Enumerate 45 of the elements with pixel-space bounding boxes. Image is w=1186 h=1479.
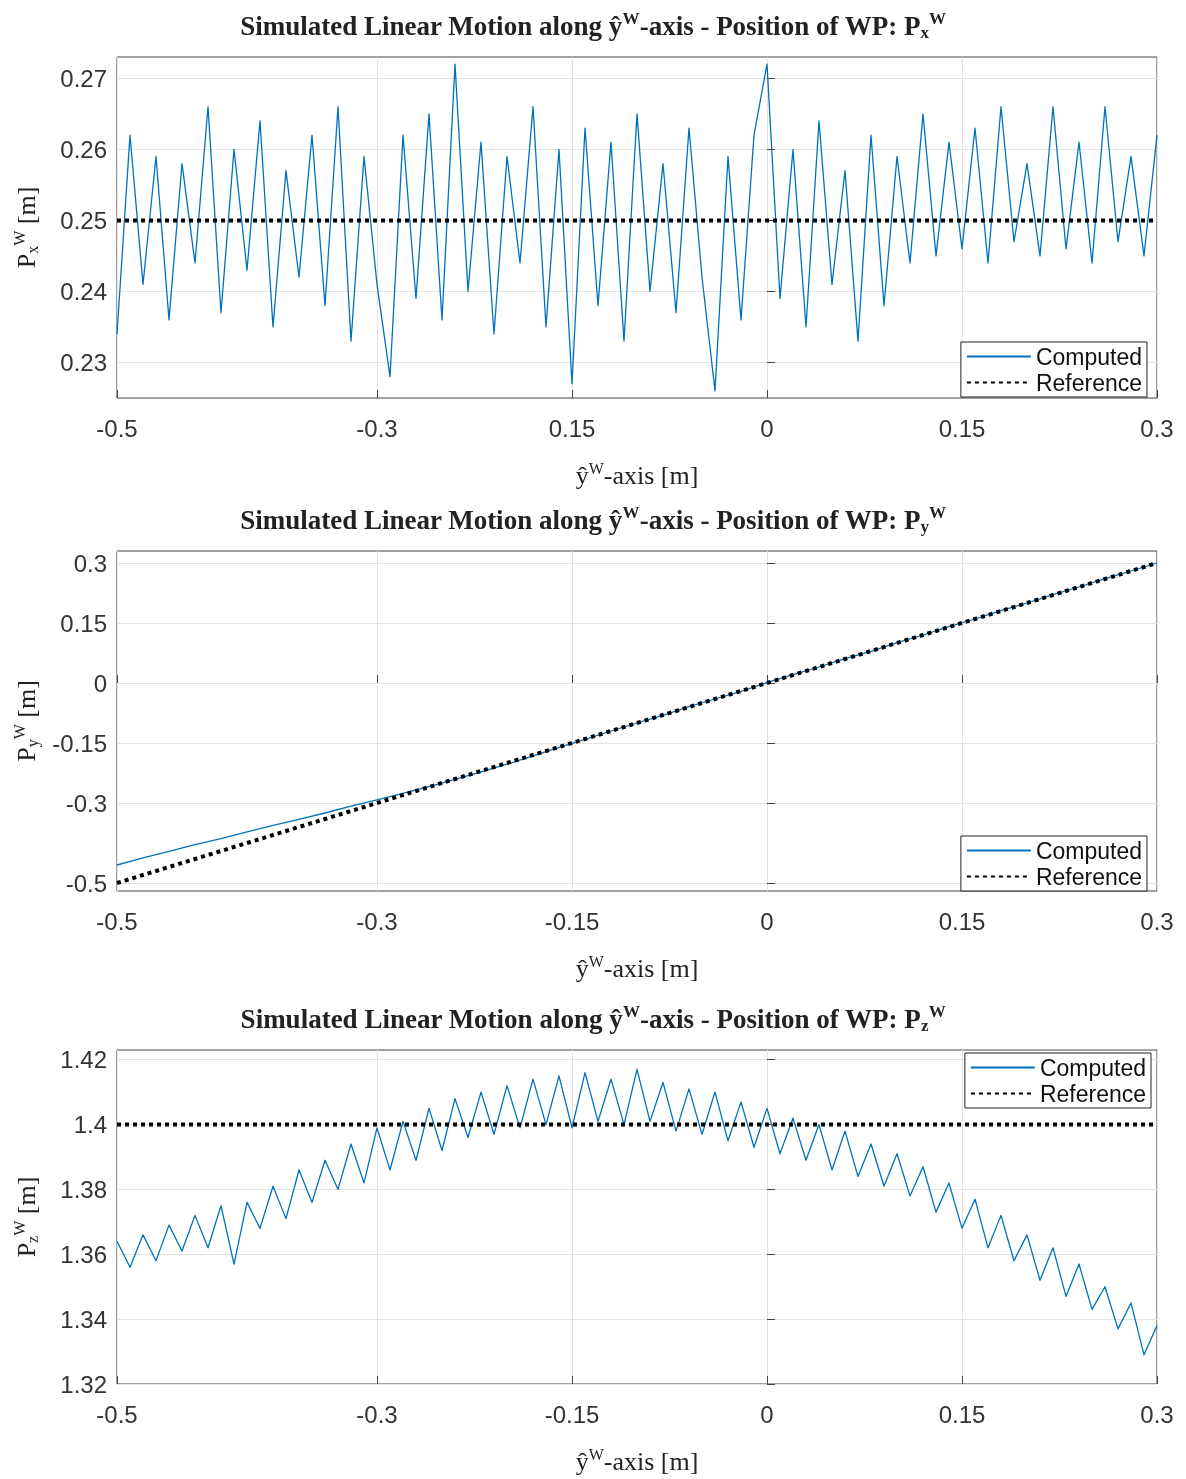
y-tick-label: 0.15 bbox=[60, 609, 107, 637]
y-tick-label: -0.3 bbox=[65, 789, 107, 817]
x-tick-label: -0.5 bbox=[96, 1400, 138, 1428]
y-tick-label: 1.36 bbox=[60, 1240, 107, 1268]
y-tick-label: 0.26 bbox=[60, 135, 107, 163]
x-tick-label: -0.3 bbox=[356, 414, 398, 442]
x-tick-label: -0.5 bbox=[96, 414, 138, 442]
line-series bbox=[116, 63, 1158, 392]
x-tick-label: 0.3 bbox=[1140, 1400, 1174, 1428]
legend-label: Reference bbox=[1035, 369, 1143, 396]
x-tick-label: -0.15 bbox=[544, 1400, 600, 1428]
x-tick-label: 0 bbox=[760, 1400, 774, 1428]
y-axis-title: PzW [m] bbox=[10, 1176, 41, 1258]
y-axis-title: PxW [m] bbox=[10, 186, 41, 269]
y-tick-label: 0.27 bbox=[60, 64, 107, 92]
y-tick-label: 1.38 bbox=[60, 1175, 107, 1203]
legend-label: Reference bbox=[1035, 863, 1143, 890]
y-tick-label: 0.25 bbox=[60, 206, 107, 234]
x-tick-label: 0.15 bbox=[938, 414, 986, 442]
y-tick-label: 1.4 bbox=[73, 1111, 107, 1139]
y-tick-label: 0.3 bbox=[73, 549, 107, 577]
legend-label: Reference bbox=[1039, 1080, 1147, 1107]
y-axis-title: PyW [m] bbox=[10, 680, 42, 762]
y-tick-label: -0.5 bbox=[65, 869, 107, 897]
x-tick-label: 0.3 bbox=[1140, 907, 1174, 935]
x-tick-label: -0.15 bbox=[544, 907, 600, 935]
y-tick-label: -0.15 bbox=[52, 729, 107, 757]
legend-label: Computed bbox=[1035, 343, 1143, 370]
legend-label: Computed bbox=[1035, 837, 1143, 864]
x-tick-label: 0.15 bbox=[938, 907, 986, 935]
x-tick-label: 0 bbox=[760, 907, 774, 935]
y-tick-label: 1.34 bbox=[60, 1305, 107, 1333]
y-tick-label: 0.23 bbox=[60, 348, 107, 376]
x-tick-label: -0.3 bbox=[356, 907, 398, 935]
x-tick-label: 0.3 bbox=[1140, 414, 1174, 442]
x-tick-label: 0 bbox=[760, 414, 774, 442]
x-tick-label: -0.3 bbox=[356, 1400, 398, 1428]
legend-label: Computed bbox=[1039, 1054, 1147, 1081]
y-tick-label: 1.42 bbox=[60, 1046, 107, 1074]
y-tick-label: 0.24 bbox=[60, 277, 107, 305]
x-tick-label: 0.15 bbox=[938, 1400, 986, 1428]
y-tick-label: 1.32 bbox=[60, 1370, 107, 1398]
y-tick-label: 0 bbox=[93, 669, 107, 697]
x-tick-label: -0.5 bbox=[96, 907, 138, 935]
x-tick-label: 0.15 bbox=[548, 414, 596, 442]
